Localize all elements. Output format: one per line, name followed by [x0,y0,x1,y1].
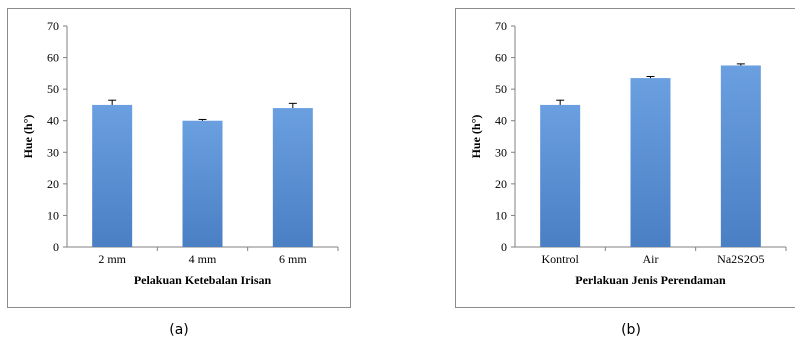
x-tick-label: 4 mm [189,252,217,266]
chart-panel-b: 0 10 20 30 40 50 60 70 Hue (h°) Kontrol Air Na2S2O5… [455,8,795,308]
y-tick-label: 30 [47,145,59,159]
bar-4-mm [182,120,223,247]
caption-b: (b) [621,322,641,338]
y-axis-title: Hue (h°) [469,115,483,159]
x-tick-label: Na2S2O5 [717,252,764,266]
y-tick-label: 50 [47,82,59,96]
x-tick-label: Kontrol [541,252,579,266]
x-tick-label: 2 mm [98,252,126,266]
x-axis-title: Perlakuan Jenis Perendaman [575,273,726,287]
y-axis-title: Hue (h°) [21,115,35,159]
y-tick-label: 10 [495,208,507,222]
x-tick-label: 6 mm [279,252,307,266]
y-tick-label: 20 [47,177,59,191]
caption-a: (a) [169,322,189,338]
y-tick-label: 40 [495,114,507,128]
x-tick-label: Air [643,252,659,266]
chart-a-svg: 0 10 20 30 40 50 60 70 Hue (h°) 2 mm 4 mm 6 mm Pelak… [21,19,339,287]
chart-panel-a: 0 10 20 30 40 50 60 70 Hue (h°) 2 mm 4 mm 6 mm Pelak… [7,8,351,308]
y-tick-label: 30 [495,145,507,159]
y-tick-label: 20 [495,177,507,191]
y-tick-label: 70 [47,19,59,33]
y-tick-label: 60 [47,51,59,65]
bar-na2s2o5 [720,65,761,247]
x-axis-title: Pelakuan Ketebalan Irisan [134,273,272,287]
y-tick-label: 0 [53,240,59,254]
y-tick-label: 50 [495,82,507,96]
y-tick-label: 10 [47,208,59,222]
y-tick-label: 40 [47,114,59,128]
bar-2-mm [92,104,133,247]
chart-b-svg: 0 10 20 30 40 50 60 70 Hue (h°) Kontrol Air Na2S2O5… [469,19,787,287]
bar-6-mm [272,108,313,247]
bar-air [630,78,671,247]
bar-kontrol [540,104,581,247]
y-tick-label: 70 [495,19,507,33]
y-tick-label: 0 [501,240,507,254]
y-tick-label: 60 [495,51,507,65]
